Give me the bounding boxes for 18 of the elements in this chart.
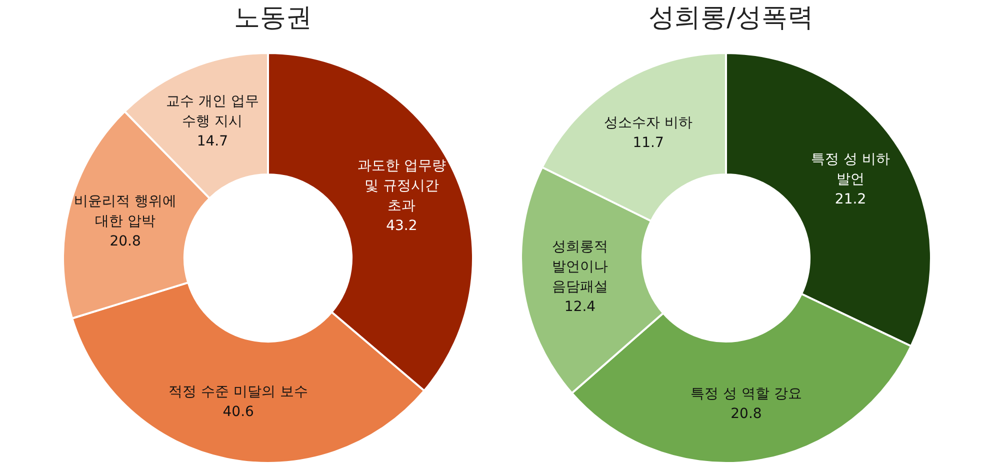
slice-label: 특정 성 비하 발언 — [811, 151, 890, 188]
data-label: 20.8 — [110, 234, 141, 250]
data-label: 12.4 — [564, 299, 596, 316]
slice-label: 성희롱적 발언이나 음담패설 — [552, 239, 608, 296]
slice-label: 성소수자 비하 — [604, 114, 692, 131]
slice-label: 특정 성 역할 강요 — [690, 386, 802, 402]
chart-title: 노동권 — [234, 3, 312, 33]
data-label: 43.2 — [386, 218, 418, 234]
slice-label: 교수 개인 업무 수행 지시 — [166, 94, 259, 130]
data-label: 11.7 — [632, 134, 664, 151]
data-label: 21.2 — [834, 191, 866, 208]
data-label: 40.6 — [222, 404, 254, 420]
data-label: 20.8 — [730, 406, 762, 422]
chart-title: 성희롱/성폭력 — [648, 3, 814, 33]
data-label: 14.7 — [196, 134, 228, 150]
slice-label: 비윤리적 행위에 대한 압박 — [74, 194, 177, 230]
slice-label: 과도한 업무량 및 규정시간 초과 — [357, 158, 446, 214]
slice-label: 적정 수준 미달의 보수 — [168, 384, 308, 400]
